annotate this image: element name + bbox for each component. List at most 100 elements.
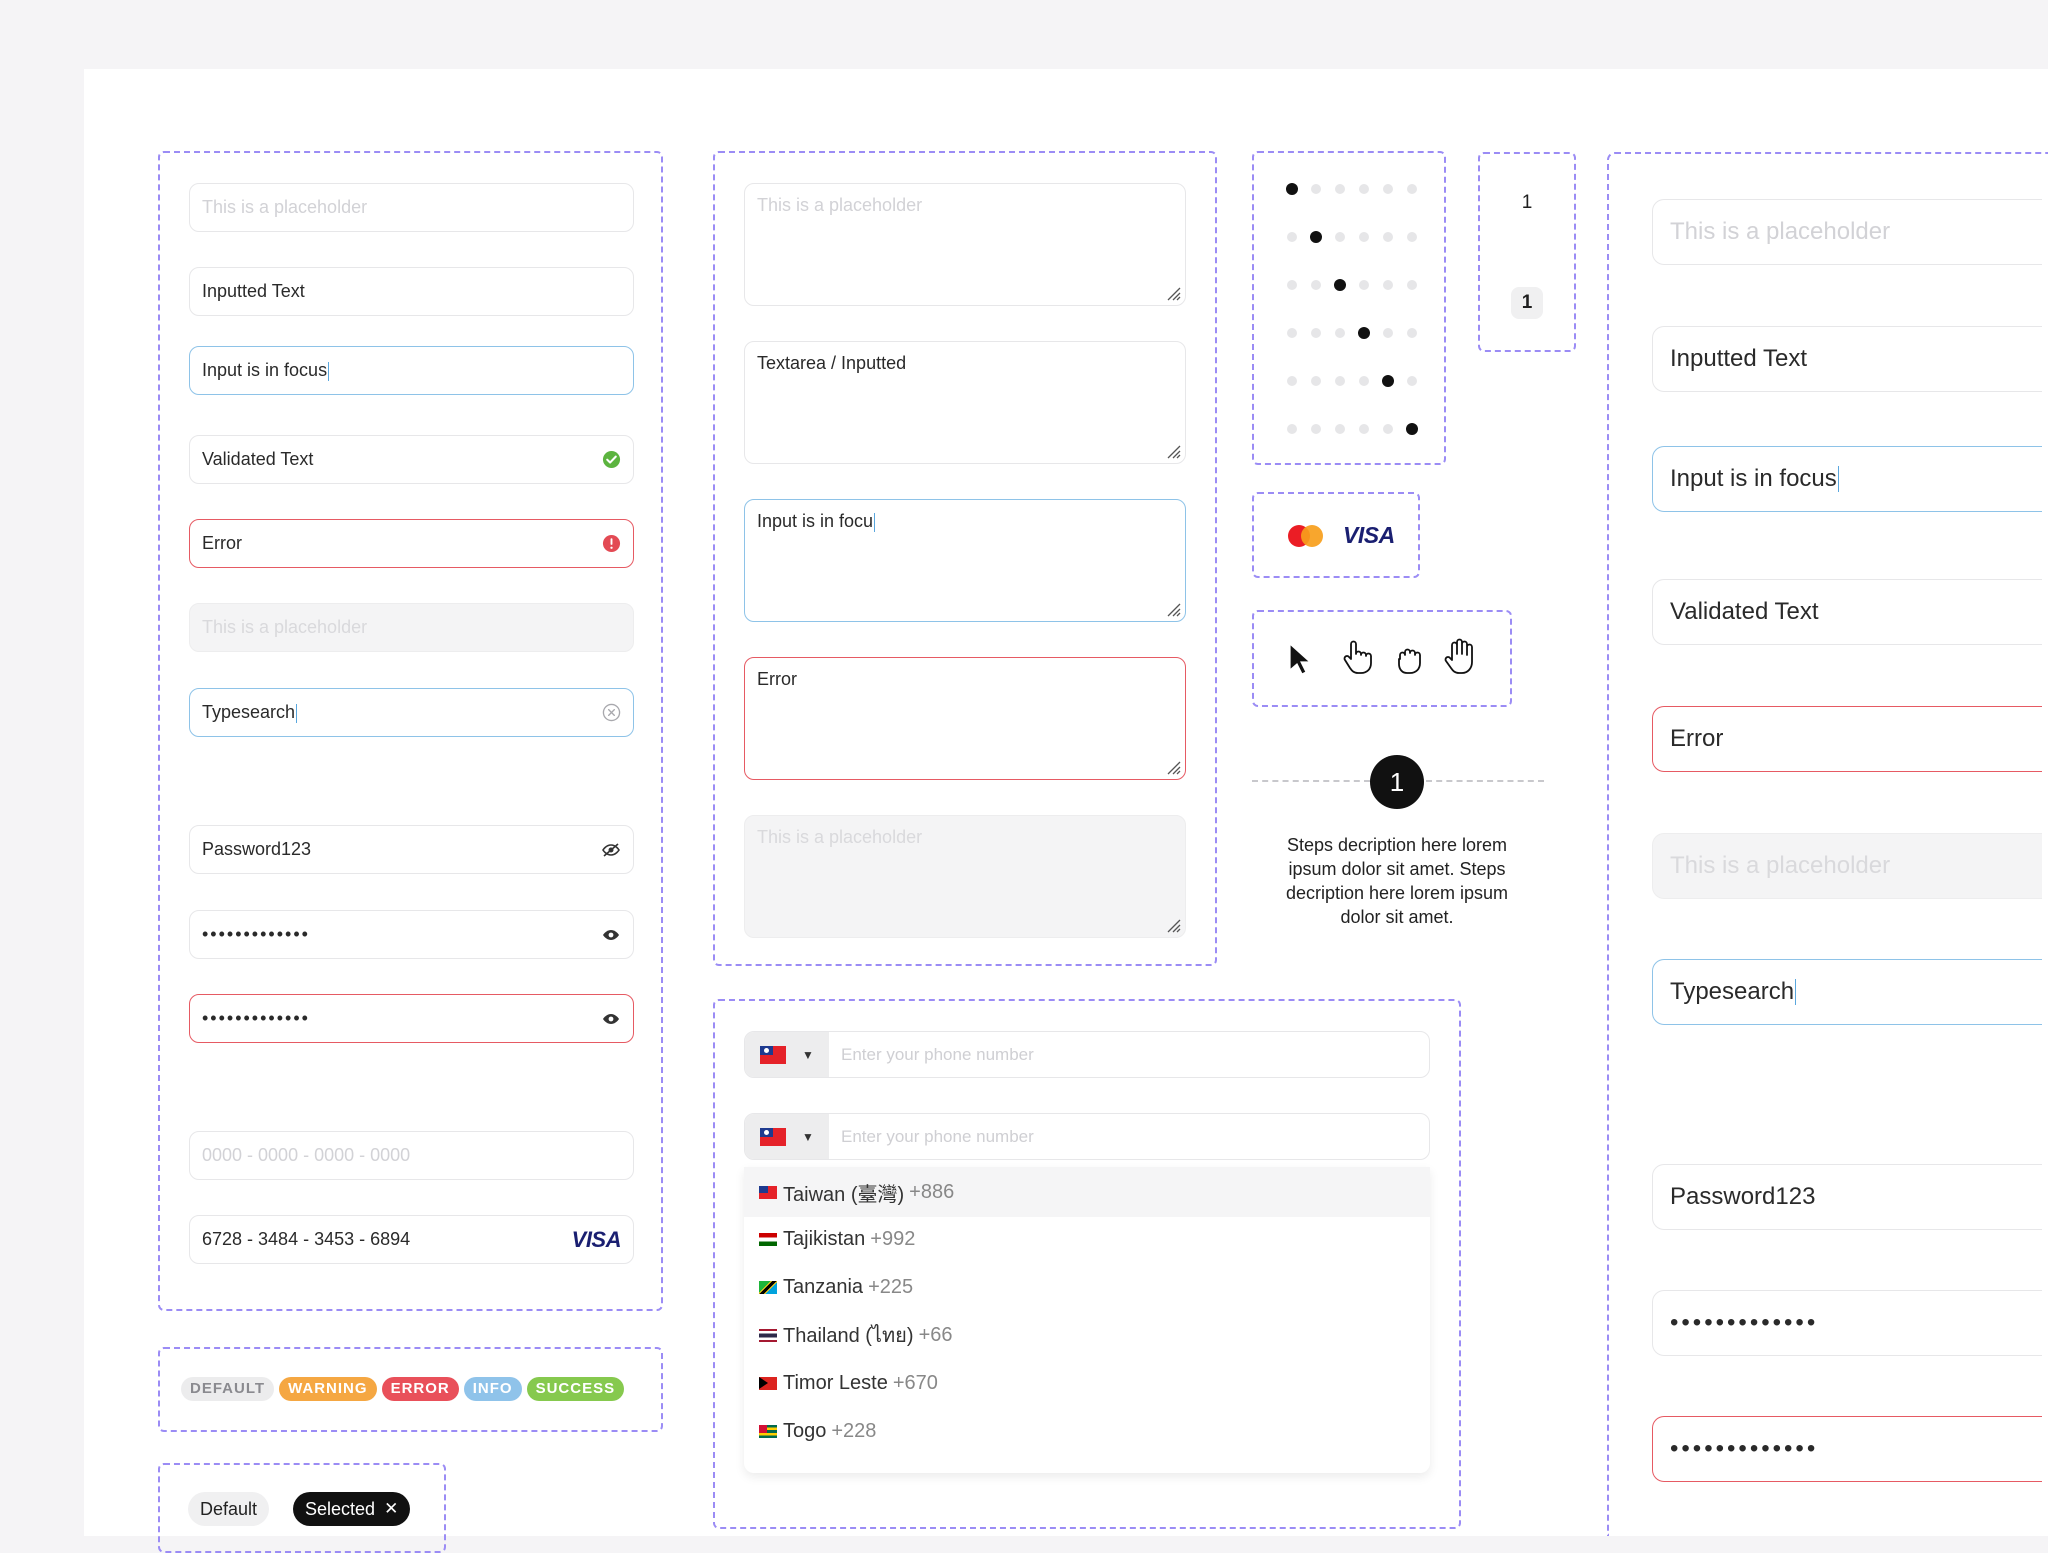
pagination-dot[interactable] <box>1383 424 1393 434</box>
pagination-dot[interactable] <box>1359 376 1369 386</box>
country-name: Timor Leste <box>783 1371 888 1394</box>
pagination-dot[interactable] <box>1335 424 1345 434</box>
pagination-dot[interactable] <box>1383 232 1393 242</box>
pagination-dot[interactable] <box>1335 232 1345 242</box>
pagination-dot[interactable] <box>1383 328 1393 338</box>
placeholder-text: This is a placeholder <box>202 197 368 217</box>
country-option[interactable]: Togo +228 <box>759 1411 876 1451</box>
country-code-select[interactable]: ▼ <box>745 1114 829 1159</box>
pagination-dot[interactable] <box>1359 280 1369 290</box>
chip-selected[interactable]: Selected ✕ <box>293 1492 411 1526</box>
country-option[interactable]: Taiwan (臺灣) +886 <box>759 1172 954 1212</box>
eye-off-icon[interactable] <box>601 840 621 860</box>
pagination-dot-active[interactable] <box>1358 327 1370 339</box>
pagination-dot[interactable] <box>1407 280 1417 290</box>
large-typesearch-input[interactable]: Typesearch <box>1652 959 2042 1025</box>
pagination-dot-active[interactable] <box>1286 183 1298 195</box>
card-number-input[interactable]: 0000 - 0000 - 0000 - 0000 <box>189 1131 634 1180</box>
eye-icon[interactable] <box>601 1009 621 1029</box>
eye-icon[interactable] <box>601 925 621 945</box>
pagination-dot[interactable] <box>1311 280 1321 290</box>
pagination-dot[interactable] <box>1407 184 1417 194</box>
large-validated-input[interactable]: Validated Text <box>1652 579 2042 645</box>
pagination-dot-active[interactable] <box>1382 375 1394 387</box>
pagination-dot[interactable] <box>1407 232 1417 242</box>
large-password-error-input[interactable]: ••••••••••••• <box>1652 1416 2042 1482</box>
country-option[interactable]: Tanzania +225 <box>759 1267 913 1307</box>
focused-input[interactable]: Input is in focus <box>189 346 634 395</box>
password-visible-text: Password123 <box>202 839 312 859</box>
disabled-placeholder-text: This is a placeholder <box>202 617 368 637</box>
large-validated-text: Validated Text <box>1670 598 1819 625</box>
pagination-dot[interactable] <box>1407 376 1417 386</box>
password-hidden-input[interactable]: ••••••••••••• <box>189 910 634 959</box>
arrow-cursor-icon <box>1289 642 1311 675</box>
country-option[interactable]: Timor Leste +670 <box>759 1363 938 1403</box>
inputted-text: Inputted Text <box>202 281 305 301</box>
phone-input[interactable]: ▼ Enter your phone number <box>744 1031 1430 1078</box>
pagination-dot[interactable] <box>1383 184 1393 194</box>
pagination-dot-active[interactable] <box>1334 279 1346 291</box>
country-code: +225 <box>868 1275 914 1298</box>
pagination-dot[interactable] <box>1287 328 1297 338</box>
pagination-dot[interactable] <box>1287 232 1297 242</box>
pagination-dot[interactable] <box>1359 424 1369 434</box>
placeholder-input[interactable]: This is a placeholder <box>189 183 634 232</box>
password-hidden-text: ••••••••••••• <box>202 924 310 944</box>
resize-grip-icon <box>1167 919 1181 933</box>
pagination-dot[interactable] <box>1383 280 1393 290</box>
counter-badge: 1 <box>1511 287 1543 319</box>
pagination-dot-active[interactable] <box>1310 231 1322 243</box>
large-inputted-input[interactable]: Inputted Text <box>1652 326 2042 392</box>
pagination-dot[interactable] <box>1311 424 1321 434</box>
resize-grip-icon[interactable] <box>1165 601 1181 617</box>
country-option[interactable]: Tajikistan +992 <box>759 1219 915 1259</box>
validated-input[interactable]: Validated Text <box>189 435 634 484</box>
inputted-textarea[interactable]: Textarea / Inputted <box>744 341 1186 464</box>
password-error-input[interactable]: ••••••••••••• <box>189 994 634 1043</box>
pagination-dot[interactable] <box>1335 376 1345 386</box>
tag-warning: WARNING <box>279 1377 377 1401</box>
step-indicator[interactable]: 1 <box>1370 755 1424 809</box>
country-code-select[interactable]: ▼ <box>745 1032 829 1077</box>
pagination-dot[interactable] <box>1311 184 1321 194</box>
inputted-text-input[interactable]: Inputted Text <box>189 267 634 316</box>
pagination-dot[interactable] <box>1359 232 1369 242</box>
pagination-dot[interactable] <box>1311 376 1321 386</box>
placeholder-textarea[interactable]: This is a placeholder <box>744 183 1186 306</box>
pagination-dot-active[interactable] <box>1406 423 1418 435</box>
close-icon[interactable]: ✕ <box>384 1499 399 1518</box>
dot-grid <box>1286 183 1418 435</box>
large-error-input[interactable]: Error <box>1652 706 2042 772</box>
pagination-dot[interactable] <box>1335 184 1345 194</box>
pagination-dot[interactable] <box>1311 328 1321 338</box>
country-code: +992 <box>870 1227 916 1250</box>
resize-grip-icon[interactable] <box>1165 443 1181 459</box>
error-textarea[interactable]: Error <box>744 657 1186 780</box>
card-number-filled-input[interactable]: 6728 - 3484 - 3453 - 6894 VISA <box>189 1215 634 1264</box>
country-option[interactable]: Thailand (ไทย) +66 <box>759 1315 953 1355</box>
error-text: Error <box>202 533 242 553</box>
typesearch-input[interactable]: Typesearch <box>189 688 634 737</box>
pagination-dot[interactable] <box>1407 328 1417 338</box>
phone-input-open[interactable]: ▼ Enter your phone number <box>744 1113 1430 1160</box>
error-input[interactable]: Error <box>189 519 634 568</box>
counter-plain: 1 <box>1521 192 1533 213</box>
togo-flag-icon <box>759 1424 777 1438</box>
pagination-dot[interactable] <box>1335 328 1345 338</box>
large-placeholder-input[interactable]: This is a placeholder <box>1652 199 2042 265</box>
clear-circle-icon[interactable] <box>601 703 621 723</box>
pagination-dot[interactable] <box>1287 376 1297 386</box>
focused-textarea[interactable]: Input is in focu <box>744 499 1186 622</box>
password-visible-input[interactable]: Password123 <box>189 825 634 874</box>
chip-default[interactable]: Default <box>188 1492 270 1526</box>
pagination-dot[interactable] <box>1359 184 1369 194</box>
resize-grip-icon[interactable] <box>1165 759 1181 775</box>
pagination-dot[interactable] <box>1287 280 1297 290</box>
focused-text: Input is in focus <box>202 360 328 380</box>
resize-grip-icon[interactable] <box>1165 285 1181 301</box>
large-password-hidden-input[interactable]: ••••••••••••• <box>1652 1290 2042 1356</box>
large-password-visible-input[interactable]: Password123 <box>1652 1164 2042 1230</box>
large-focused-input[interactable]: Input is in focus <box>1652 446 2042 512</box>
pagination-dot[interactable] <box>1287 424 1297 434</box>
